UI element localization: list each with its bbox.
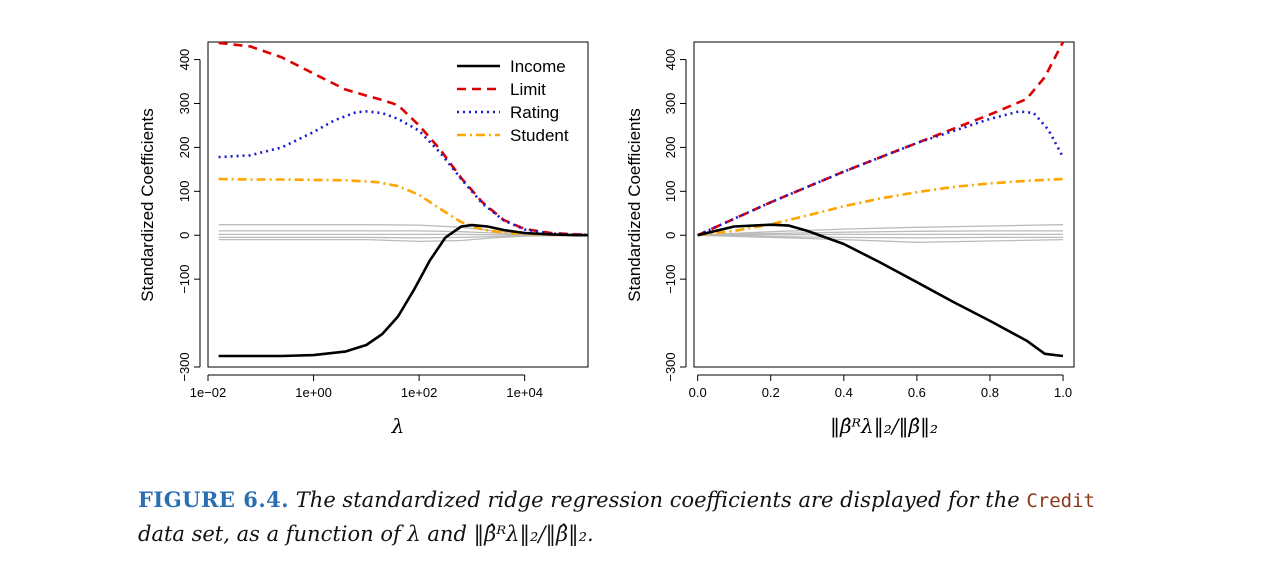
left-y-tick-label-4: 200	[177, 137, 192, 159]
right-x-tick-label-2: 0.4	[835, 385, 853, 400]
legend-label-student: Student	[510, 126, 569, 145]
right-x-tick-label-1: 0.2	[762, 385, 780, 400]
right-y-tick-label-4: 200	[663, 137, 678, 159]
legend-label-limit: Limit	[510, 80, 546, 99]
left-x-tick-label-2: 1e+02	[401, 385, 438, 400]
legend-label-rating: Rating	[510, 103, 559, 122]
left-y-axis-label: Standardized Coefficients	[138, 108, 157, 301]
left-series-limit	[218, 41, 589, 237]
right-x-tick-label-0: 0.0	[689, 385, 707, 400]
legend-label-income: Income	[510, 57, 566, 76]
right-y-tick-label-6: 400	[663, 49, 678, 71]
left-series-group	[218, 41, 589, 358]
right-series-rating	[697, 110, 1065, 237]
left-series-other-5	[218, 234, 589, 243]
right-y-tick-label-0: −300	[663, 352, 678, 381]
legend: Income Limit Rating Student	[457, 57, 569, 145]
left-y-tick-label-3: 100	[177, 180, 192, 202]
right-x-axis: 0.0 0.2 0.4 0.6 0.8 1.0	[689, 374, 1072, 400]
right-panel: −300 −100 0 100 200 300 400 0.0 0.2 0.4 0.6 0.8 1.0…	[625, 41, 1075, 439]
left-y-tick-label-0: −300	[177, 352, 192, 381]
right-series-other-5	[697, 234, 1064, 243]
right-series-other-1	[697, 224, 1064, 236]
right-series-other-4	[697, 234, 1063, 239]
right-series-other-3	[697, 233, 1063, 236]
right-y-tick-label-5: 300	[663, 93, 678, 115]
right-y-tick-label-1: −100	[663, 265, 678, 294]
right-x-tick-label-4: 0.8	[981, 385, 999, 400]
right-series-group	[697, 41, 1065, 358]
caption-text-1: The standardized ridge regression coeffi…	[295, 488, 1020, 512]
right-x-tick-label-3: 0.6	[908, 385, 926, 400]
left-x-tick-label-3: 1e+04	[506, 385, 543, 400]
left-x-tick-label-1: 1e+00	[295, 385, 332, 400]
left-series-student	[218, 177, 588, 237]
left-y-tick-label-1: −100	[177, 265, 192, 294]
right-y-tick-label-3: 100	[663, 180, 678, 202]
caption-dataset: Credit	[1026, 490, 1095, 512]
right-y-axis-label: Standardized Coefficients	[625, 108, 644, 301]
left-y-tick-label-2: 0	[177, 232, 192, 239]
left-panel: −300 −100 0 100 200 300 400 1e−02 1e+00 1e+02 1e+…	[138, 41, 589, 438]
left-x-axis-label: λ	[391, 414, 405, 438]
right-series-other-2	[697, 230, 1063, 236]
right-y-axis: −300 −100 0 100 200 300 400	[663, 49, 687, 382]
right-series-income	[697, 223, 1064, 358]
right-series-limit	[697, 41, 1065, 237]
left-x-tick-label-0: 1e−02	[190, 385, 227, 400]
right-x-axis-label: ‖β̂ᴿλ‖₂/‖β̂‖₂	[830, 414, 938, 439]
left-y-axis: −300 −100 0 100 200 300 400	[177, 49, 201, 382]
left-x-axis: 1e−02 1e+00 1e+02 1e+04	[190, 374, 543, 400]
left-plot-frame	[207, 41, 589, 368]
right-y-tick-label-2: 0	[663, 232, 678, 239]
right-plot-frame	[693, 41, 1075, 368]
left-y-tick-label-5: 300	[177, 93, 192, 115]
left-y-tick-label-6: 400	[177, 49, 192, 71]
right-x-tick-label-5: 1.0	[1054, 385, 1072, 400]
left-series-income	[218, 223, 588, 358]
figure-caption: FIGURE 6.4. The standardized ridge regre…	[138, 483, 1148, 551]
caption-label: FIGURE 6.4.	[138, 487, 290, 512]
caption-text-2: data set, as a function of λ and ‖β̂ᴿλ‖₂…	[138, 522, 594, 546]
